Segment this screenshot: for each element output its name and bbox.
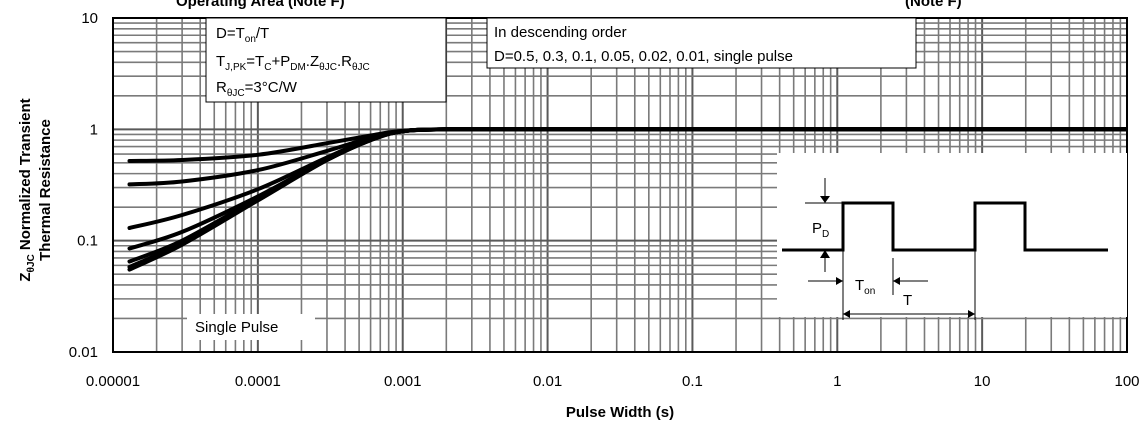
pulse-waveform — [782, 201, 1108, 252]
x-tick-label: 0.0001 — [235, 373, 281, 390]
formula-line-3: RθJC=3°C/W — [216, 79, 298, 99]
x-tick-label: 1 — [833, 373, 841, 390]
formula-box: D=Ton/T TJ,PK=TC+PDM.ZθJC.RθJC RθJC=3°C/… — [205, 17, 447, 103]
ton-arrow-left-icon — [893, 277, 900, 285]
y-axis-title-line-2: Thermal Resistance — [37, 119, 54, 261]
y-tick-label: 10 — [81, 10, 98, 27]
x-tick-label: 100 — [1114, 373, 1139, 390]
y-tick-labels: 0.01 0.1 1 10 — [69, 10, 98, 361]
x-tick-label: 0.01 — [533, 373, 562, 390]
order-values: D=0.5, 0.3, 0.1, 0.05, 0.02, 0.01, singl… — [494, 48, 793, 65]
pd-arrow-down-icon — [820, 196, 830, 203]
x-tick-labels: 0.00001 0.0001 0.001 0.01 0.1 1 10 100 — [86, 373, 1140, 390]
x-axis-title: Pulse Width (s) — [566, 404, 674, 421]
x-tick-label: 0.001 — [384, 373, 422, 390]
cropped-top-title: Operating Area (Note F) — [176, 0, 345, 10]
y-axis-title-line-1: ZθJC Normalized Transient — [17, 98, 37, 281]
x-tick-label: 0.1 — [682, 373, 703, 390]
single-pulse-box: Single Pulse — [187, 314, 315, 340]
pulse-inset: PD Ton T — [777, 153, 1127, 320]
curve-single-pulse — [127, 127, 1127, 272]
single-pulse-label: Single Pulse — [195, 319, 278, 336]
x-tick-label: 0.00001 — [86, 373, 140, 390]
ton-arrow-right-icon — [836, 277, 843, 285]
pd-label: PD — [812, 220, 829, 240]
t-arrow-left-icon — [843, 310, 850, 318]
y-tick-label: 0.1 — [77, 233, 98, 250]
y-tick-label: 1 — [90, 121, 98, 138]
order-box: In descending order D=0.5, 0.3, 0.1, 0.0… — [486, 17, 917, 69]
curves — [127, 127, 1127, 272]
formula-line-1: D=Ton/T — [216, 25, 269, 45]
order-title: In descending order — [494, 24, 627, 41]
pd-arrow-up-icon — [820, 250, 830, 258]
ton-label: Ton — [855, 277, 875, 297]
cropped-top-note: (Note F) — [905, 0, 962, 10]
period-label: T — [903, 292, 912, 309]
t-arrow-right-icon — [968, 310, 975, 318]
x-tick-label: 10 — [974, 373, 991, 390]
formula-line-2: TJ,PK=TC+PDM.ZθJC.RθJC — [216, 53, 370, 73]
y-tick-label: 0.01 — [69, 344, 98, 361]
